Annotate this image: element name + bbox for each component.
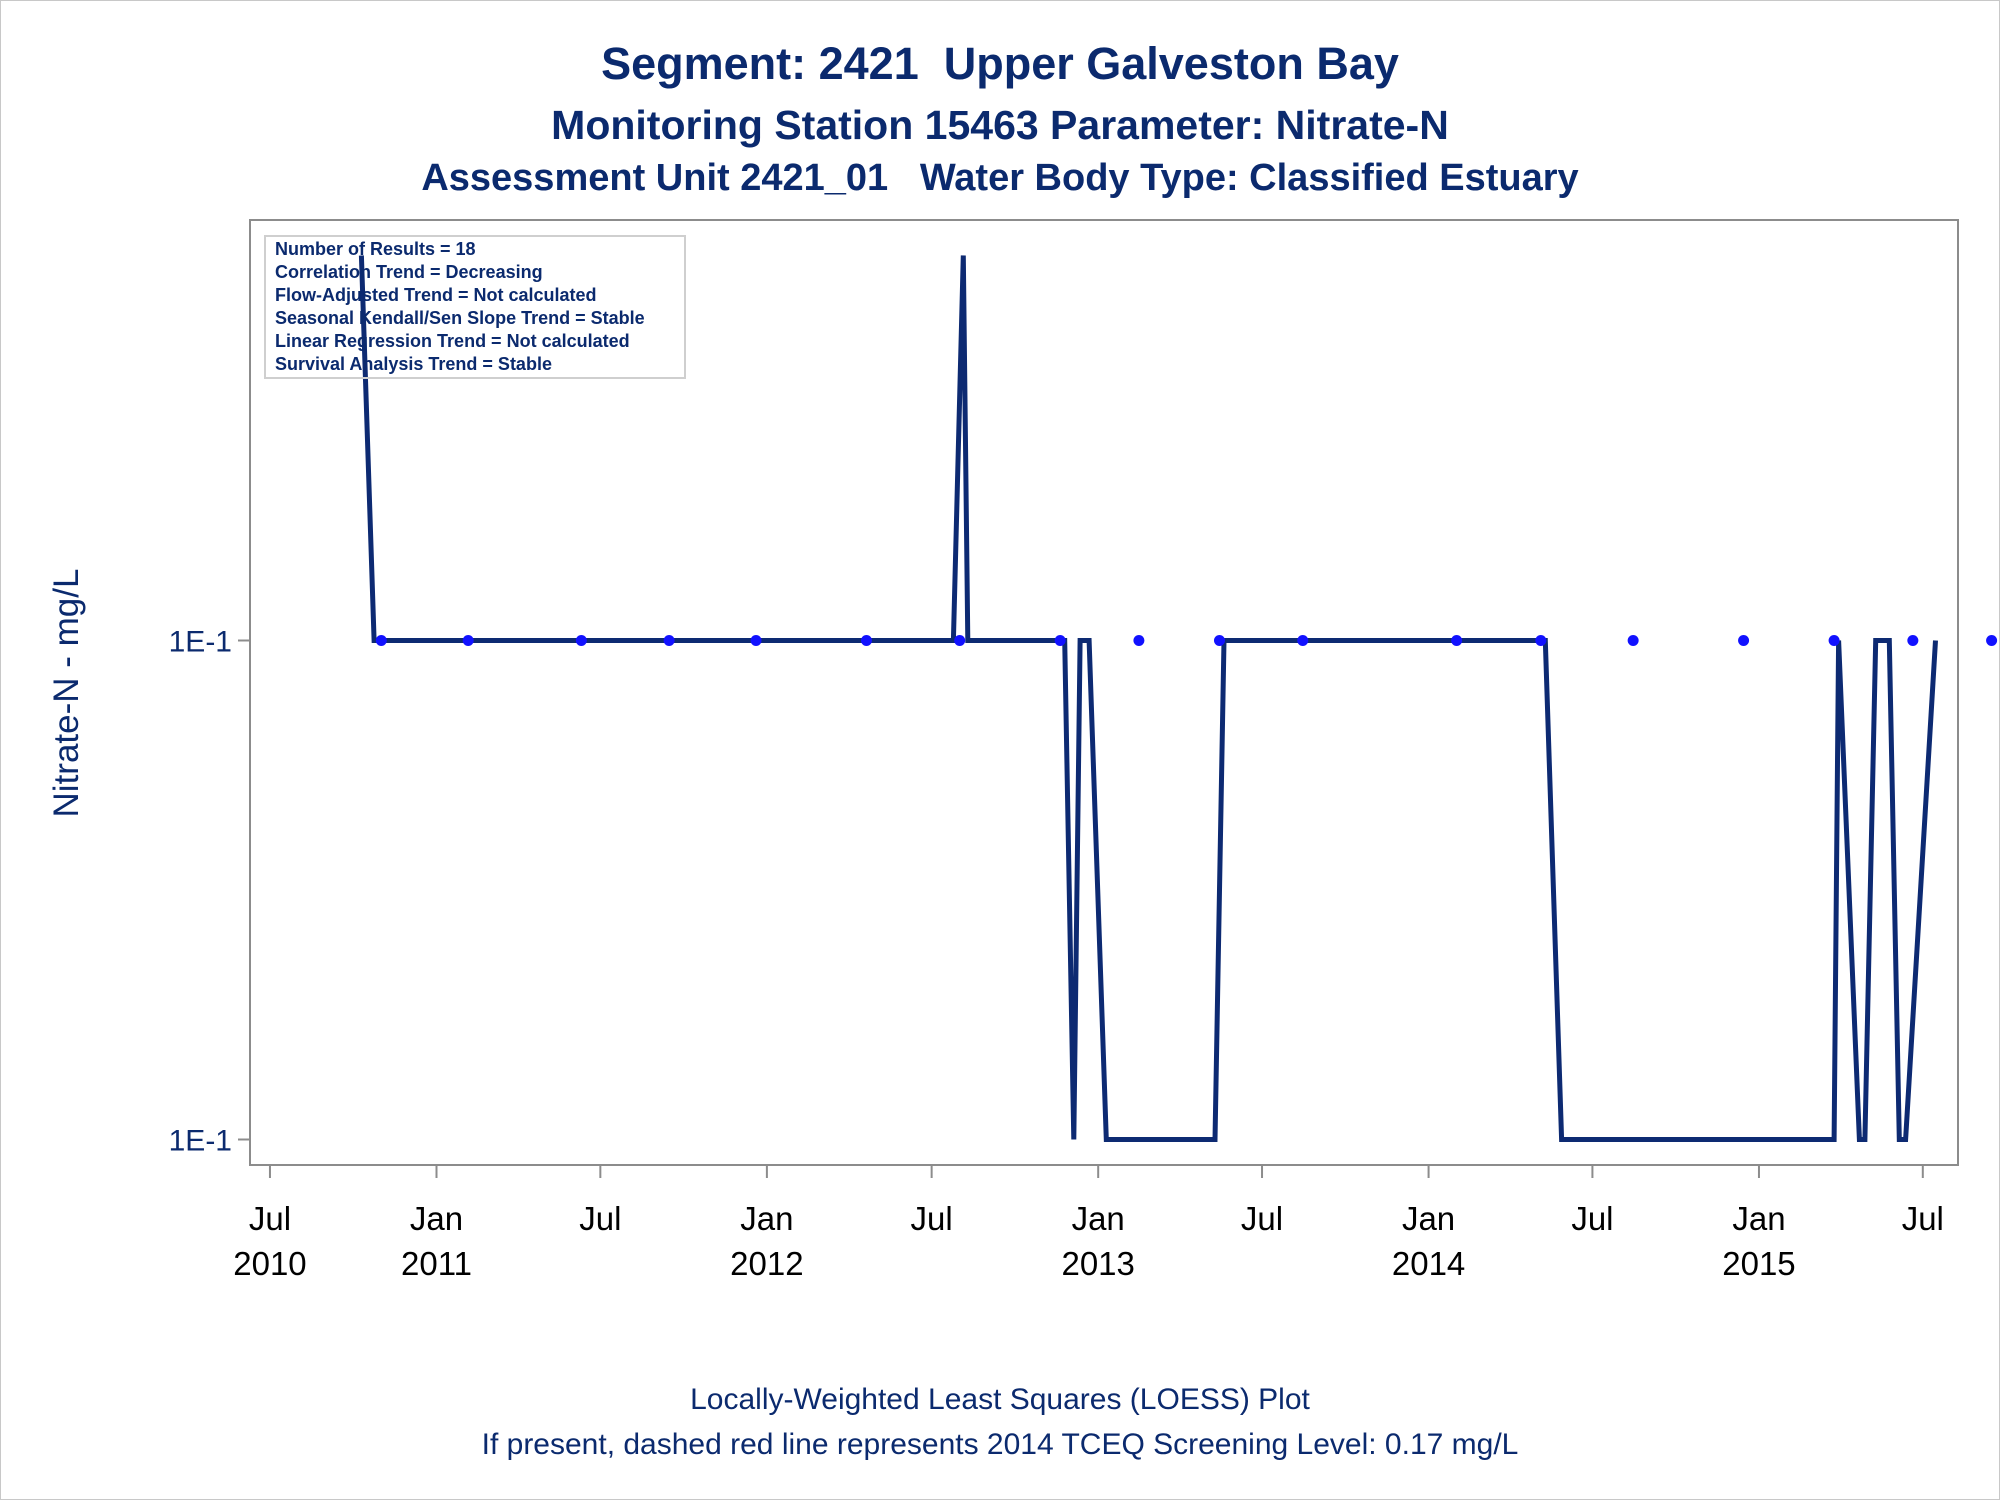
x-tick-year-label: 2015 bbox=[1722, 1245, 1795, 1282]
x-tick-label: Jul bbox=[1241, 1200, 1283, 1237]
data-point bbox=[1297, 635, 1309, 647]
annotation-border bbox=[264, 235, 686, 379]
data-point bbox=[954, 635, 966, 647]
x-tick-year-label: 2010 bbox=[233, 1245, 306, 1282]
data-point bbox=[1907, 635, 1919, 647]
x-tick-label: Jul bbox=[579, 1200, 621, 1237]
series-layer bbox=[358, 255, 1998, 1142]
x-tick-label: Jan bbox=[1402, 1200, 1455, 1237]
x-tick-label: Jul bbox=[1902, 1200, 1944, 1237]
chart-subtitle-2: Assessment Unit 2421_01 Water Body Type:… bbox=[421, 157, 1579, 199]
x-tick-year-label: 2011 bbox=[401, 1245, 472, 1282]
x-tick-label: Jan bbox=[1732, 1200, 1785, 1237]
x-tick-label: Jul bbox=[911, 1200, 953, 1237]
x-tick-year-label: 2014 bbox=[1392, 1245, 1465, 1282]
loess-line bbox=[358, 255, 1938, 1142]
data-point bbox=[750, 635, 762, 647]
data-point bbox=[860, 635, 872, 647]
x-tick-year-label: 2013 bbox=[1061, 1245, 1134, 1282]
x-tick-label: Jan bbox=[410, 1200, 463, 1237]
data-point bbox=[575, 635, 587, 647]
data-point bbox=[462, 635, 474, 647]
plot-area bbox=[249, 219, 1959, 1166]
annotation-line: Flow-Adjusted Trend = Not calculated bbox=[275, 285, 597, 305]
annotation-line: Number of Results = 18 bbox=[275, 239, 476, 259]
x-tick-label: Jul bbox=[249, 1200, 291, 1237]
annotation-line: Correlation Trend = Decreasing bbox=[275, 262, 543, 282]
footnote-screening-level: If present, dashed red line represents 2… bbox=[481, 1428, 1519, 1461]
y-tick-label: 1E-1 bbox=[169, 1125, 232, 1158]
footnote-loess: Locally-Weighted Least Squares (LOESS) P… bbox=[690, 1383, 1310, 1416]
y-axis: 1E-1 1E-1 bbox=[169, 626, 250, 1158]
annotation-line: Survival Analysis Trend = Stable bbox=[275, 354, 552, 374]
data-point bbox=[1986, 635, 1998, 647]
data-point bbox=[1627, 635, 1639, 647]
y-axis-label: Nitrate-N - mg/L bbox=[47, 569, 86, 818]
data-point bbox=[1451, 635, 1463, 647]
data-point bbox=[1054, 635, 1066, 647]
x-tick-year-label: 2012 bbox=[730, 1245, 803, 1282]
chart-title: Segment: 2421 Upper Galveston Bay bbox=[601, 38, 1399, 89]
data-point bbox=[1213, 635, 1225, 647]
data-point bbox=[375, 635, 387, 647]
x-tick-label: Jan bbox=[740, 1200, 793, 1237]
annotation-line: Seasonal Kendall/Sen Slope Trend = Stabl… bbox=[275, 308, 645, 328]
data-point bbox=[1535, 635, 1547, 647]
data-point bbox=[663, 635, 675, 647]
x-tick-label: Jul bbox=[1571, 1200, 1613, 1237]
data-point bbox=[1738, 635, 1750, 647]
data-point bbox=[1133, 635, 1145, 647]
annotation-line: Linear Regression Trend = Not calculated bbox=[275, 331, 630, 351]
annotation-box: Number of Results = 18 Correlation Trend … bbox=[264, 235, 686, 379]
x-tick-label: Jan bbox=[1072, 1200, 1125, 1237]
plot-border bbox=[249, 219, 1959, 1166]
chart-subtitle: Monitoring Station 15463 Parameter: Nitr… bbox=[551, 102, 1449, 148]
y-tick-label: 1E-1 bbox=[169, 626, 232, 659]
data-point bbox=[1828, 635, 1840, 647]
x-axis: Jul 2010 Jan 2011 Jul Jan 2012 Jul Jan 2013 Jul Jan… bbox=[233, 1165, 1944, 1282]
